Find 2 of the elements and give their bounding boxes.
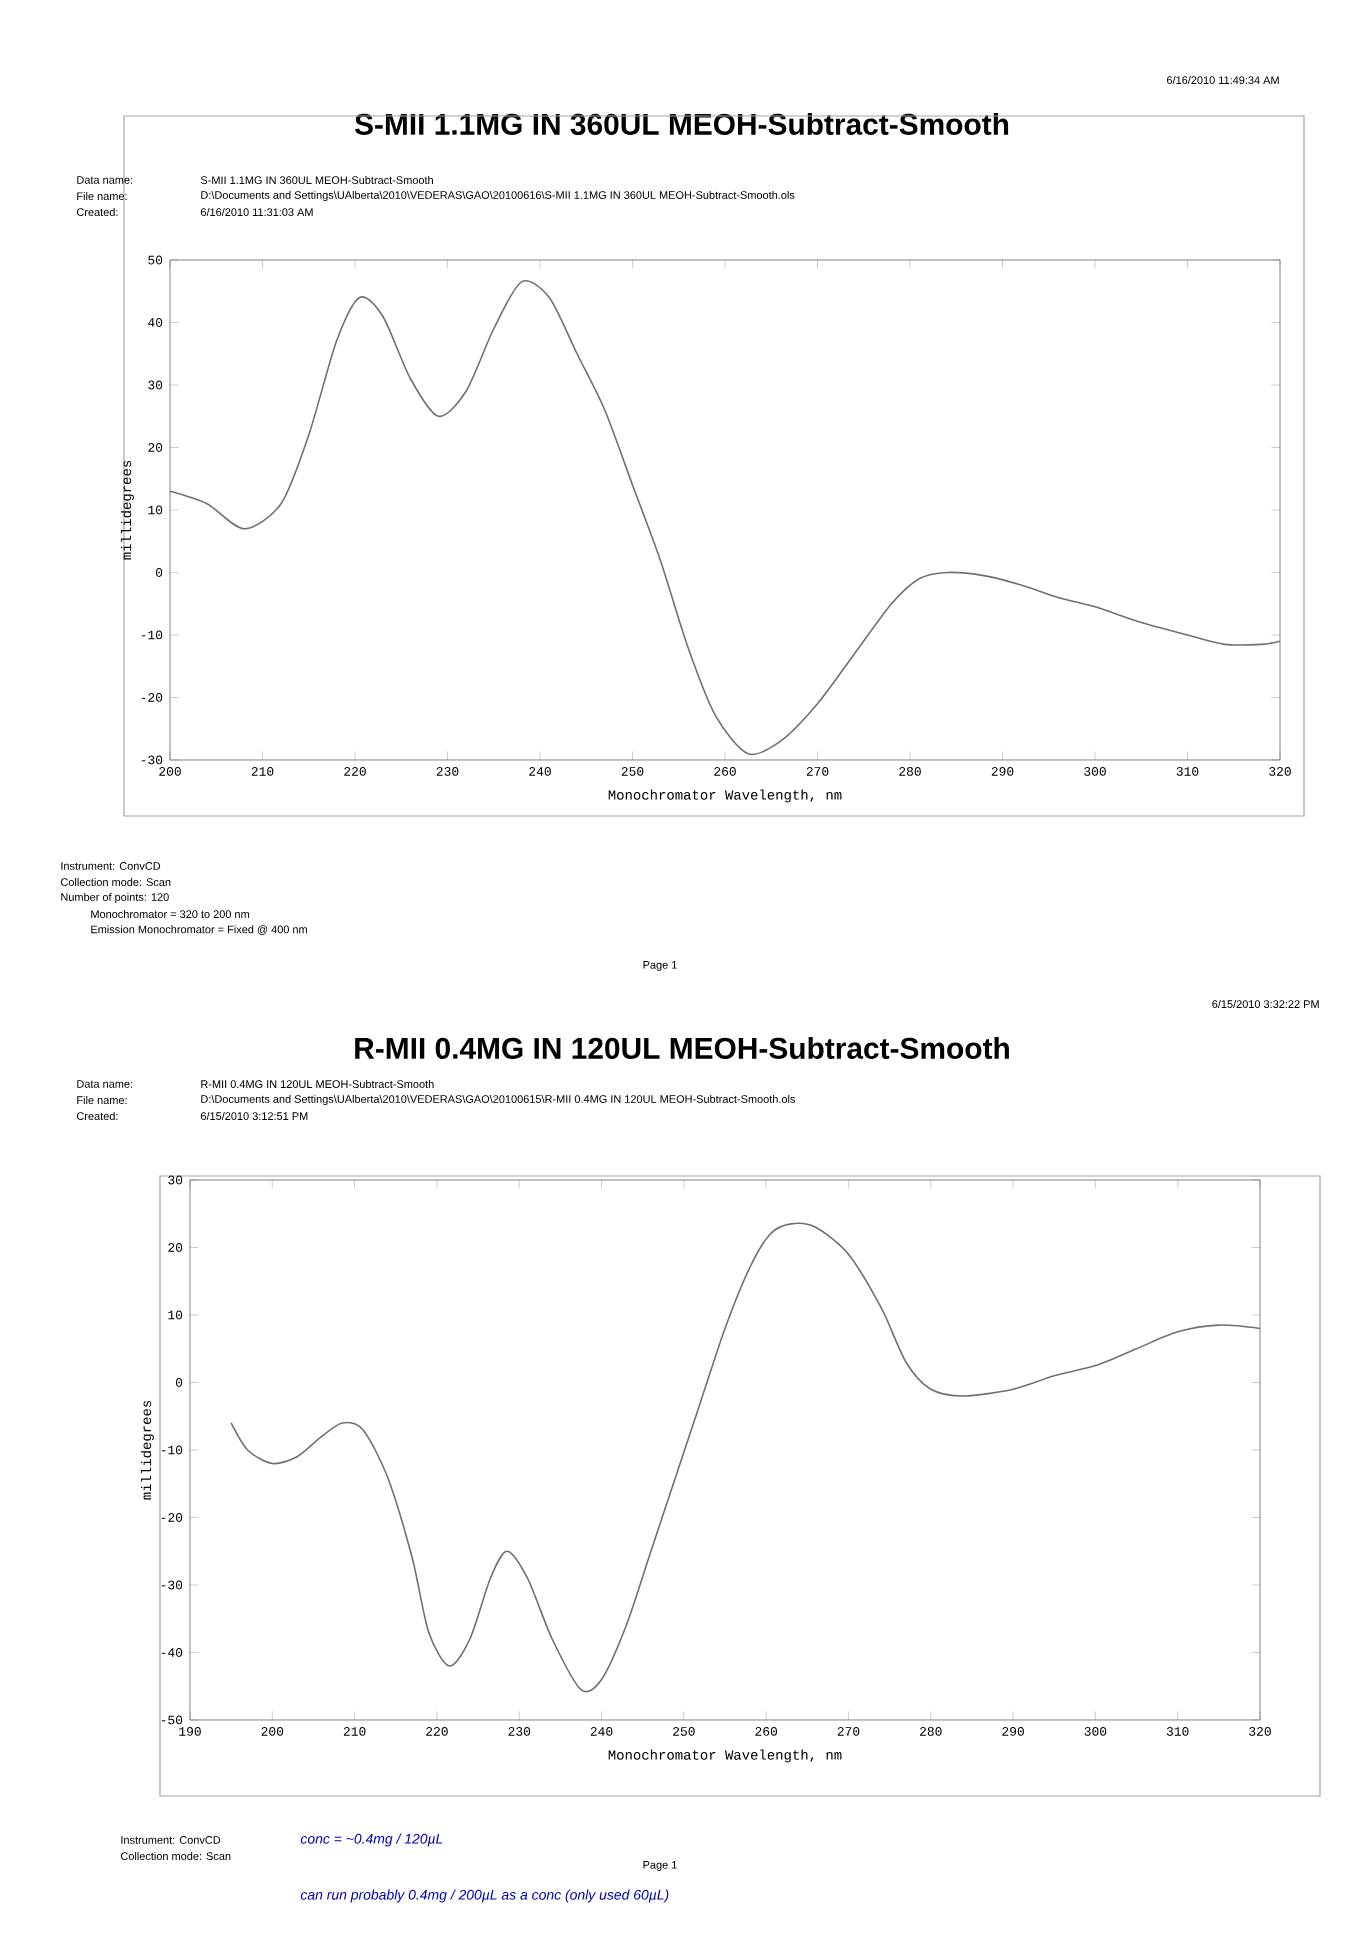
- chart-title: R-MII 0.4MG IN 120UL MEOH-Subtract-Smooth: [355, 1037, 1009, 1059]
- chart-title: S-MII 1.1MG IN 360UL MEOH-Subtract-Smooth: [354, 113, 1009, 135]
